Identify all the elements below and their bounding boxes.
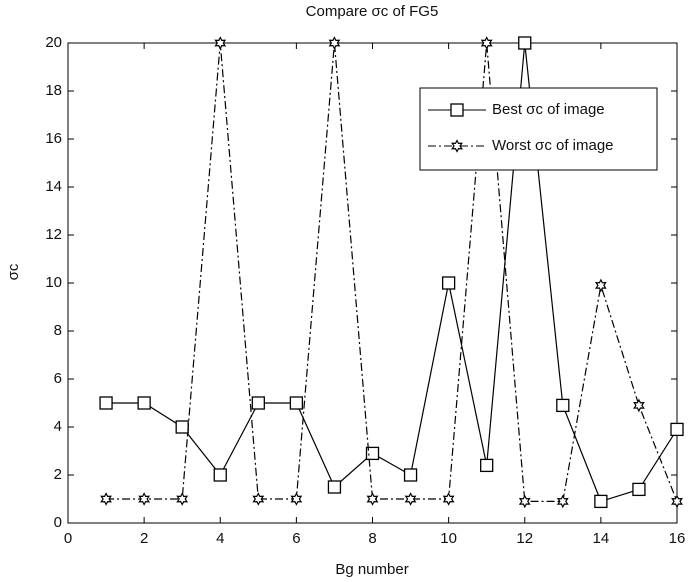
- x-tick-label: 10: [440, 530, 457, 547]
- marker: [518, 36, 532, 50]
- y-axis-label: σc: [5, 263, 22, 280]
- marker: [633, 398, 645, 413]
- y-tick-label: 0: [54, 514, 62, 531]
- marker: [480, 36, 493, 50]
- marker: [366, 492, 379, 506]
- legend-box: [419, 87, 658, 171]
- marker: [404, 492, 417, 506]
- marker: [403, 468, 418, 482]
- marker: [100, 492, 112, 506]
- x-tick-label: 8: [368, 530, 376, 547]
- marker: [213, 468, 227, 482]
- marker: [556, 494, 569, 509]
- marker: [252, 492, 265, 506]
- y-tick-label: 16: [45, 130, 62, 147]
- y-tick-label: 4: [54, 418, 62, 435]
- marker: [671, 494, 683, 509]
- y-tick-label: 12: [45, 226, 62, 243]
- marker: [175, 420, 189, 434]
- x-tick-label: 6: [292, 530, 300, 547]
- y-tick-label: 8: [54, 322, 62, 339]
- x-tick-label: 14: [593, 530, 610, 547]
- marker: [442, 492, 455, 506]
- y-tick-label: 18: [45, 82, 62, 99]
- y-tick-label: 14: [45, 178, 62, 195]
- marker: [480, 458, 494, 473]
- marker: [365, 446, 380, 461]
- marker: [289, 396, 304, 410]
- marker: [251, 396, 265, 410]
- marker: [327, 480, 342, 494]
- x-tick-label: 2: [140, 530, 148, 547]
- marker: [594, 494, 608, 509]
- marker: [138, 492, 151, 506]
- x-axis-label: Bg number: [335, 561, 408, 578]
- marker: [594, 278, 607, 293]
- legend-marker: [451, 139, 463, 153]
- marker: [556, 398, 570, 413]
- chart-title: Compare σc of FG5: [306, 3, 439, 20]
- legend-label: Best σc of image: [492, 101, 605, 118]
- marker: [632, 482, 646, 497]
- marker: [290, 492, 303, 506]
- x-tick-label: 12: [516, 530, 533, 547]
- series-line: [106, 42, 678, 503]
- marker: [176, 492, 189, 506]
- marker: [328, 36, 341, 50]
- legend-label: Worst σc of image: [492, 137, 614, 154]
- y-tick-label: 10: [45, 274, 62, 291]
- y-tick-label: 20: [45, 34, 62, 51]
- x-tick-label: 16: [669, 530, 686, 547]
- series-line: [106, 42, 678, 502]
- marker: [137, 396, 151, 410]
- y-tick-label: 2: [54, 466, 62, 483]
- marker: [214, 36, 227, 50]
- legend-marker: [450, 103, 464, 117]
- x-tick-label: 0: [64, 530, 72, 547]
- marker: [441, 276, 456, 290]
- marker: [99, 396, 113, 410]
- marker: [670, 422, 684, 437]
- y-tick-label: 6: [54, 370, 62, 387]
- marker: [518, 494, 531, 509]
- x-tick-label: 4: [216, 530, 224, 547]
